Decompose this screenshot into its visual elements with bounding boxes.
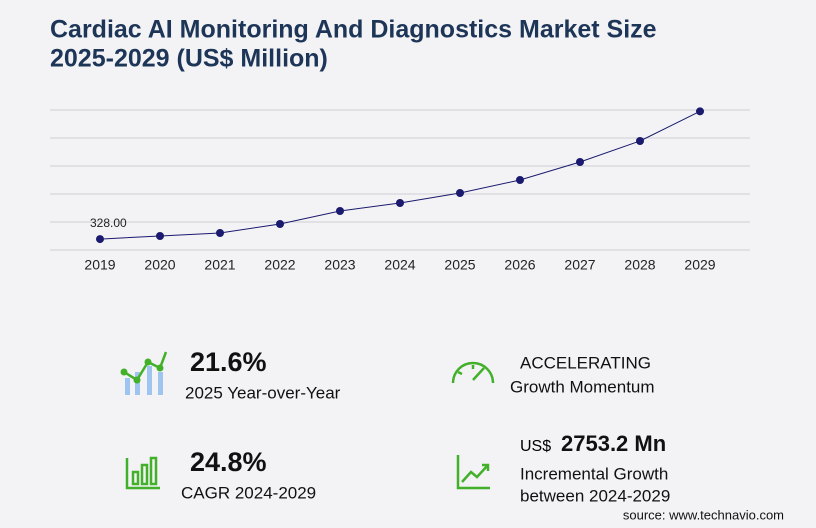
- x-tick-label: 2029: [684, 257, 715, 273]
- stat-label: CAGR 2024-2029: [181, 483, 316, 502]
- x-tick-label: 2020: [144, 257, 175, 273]
- stat-label: between 2024-2029: [520, 486, 670, 505]
- point: [216, 229, 224, 237]
- plot: 2019 2020 2021 2022 2023 2024 2025 2026 2027 2028…: [50, 107, 750, 273]
- stat-label: Growth Momentum: [510, 377, 655, 396]
- icon: [125, 456, 160, 490]
- stat-incremental: US$ 2753.2 Mn Incremental Growth between…: [456, 431, 670, 505]
- point: [336, 207, 344, 215]
- stat-label: Incremental Growth: [520, 464, 668, 483]
- point: [456, 189, 464, 197]
- stat-momentum: ACCELERATING Growth Momentum: [451, 353, 655, 396]
- stat-value: 2753.2 Mn: [561, 431, 666, 456]
- point: [576, 158, 584, 166]
- stat-cagr: 24.8% CAGR 2024-2029: [125, 447, 316, 502]
- chart-subtitle: 2025-2029 (US$ Million): [50, 45, 328, 73]
- stat-value: 21.6%: [190, 347, 267, 377]
- line: [99, 110, 701, 240]
- x-tick-label: 2025: [444, 257, 475, 273]
- x-tick-label: 2022: [264, 257, 295, 273]
- point: [516, 176, 524, 184]
- chart-title: Cardiac AI Monitoring And Diagnostics Ma…: [50, 16, 657, 44]
- stat-yoy: 21.6% 2025 Year-over-Year: [120, 347, 341, 402]
- point: [636, 137, 644, 145]
- icon: [456, 455, 490, 490]
- point: [696, 107, 704, 116]
- x-tick-label: 2019: [84, 257, 115, 273]
- source: source: www.technavio.com: [623, 507, 784, 522]
- x-tick-label: 2021: [204, 257, 235, 273]
- stat-value: 24.8%: [190, 447, 267, 477]
- x-tick-label: 2026: [504, 257, 535, 273]
- point: [96, 235, 104, 244]
- stat-prefix: US$: [520, 438, 551, 455]
- point: [396, 199, 404, 207]
- stat-value: ACCELERATING: [520, 353, 651, 372]
- x-tick-label: 2028: [624, 257, 655, 273]
- point: [156, 232, 164, 240]
- point: [276, 220, 284, 228]
- stat-label: 2025 Year-over-Year: [185, 383, 341, 402]
- x-tick-label: 2023: [324, 257, 355, 273]
- x-tick-label: 2027: [564, 257, 595, 273]
- x-tick-label: 2024: [384, 257, 415, 273]
- data-label: 328.00: [90, 216, 127, 230]
- icon: [120, 351, 168, 395]
- icon: [451, 361, 495, 384]
